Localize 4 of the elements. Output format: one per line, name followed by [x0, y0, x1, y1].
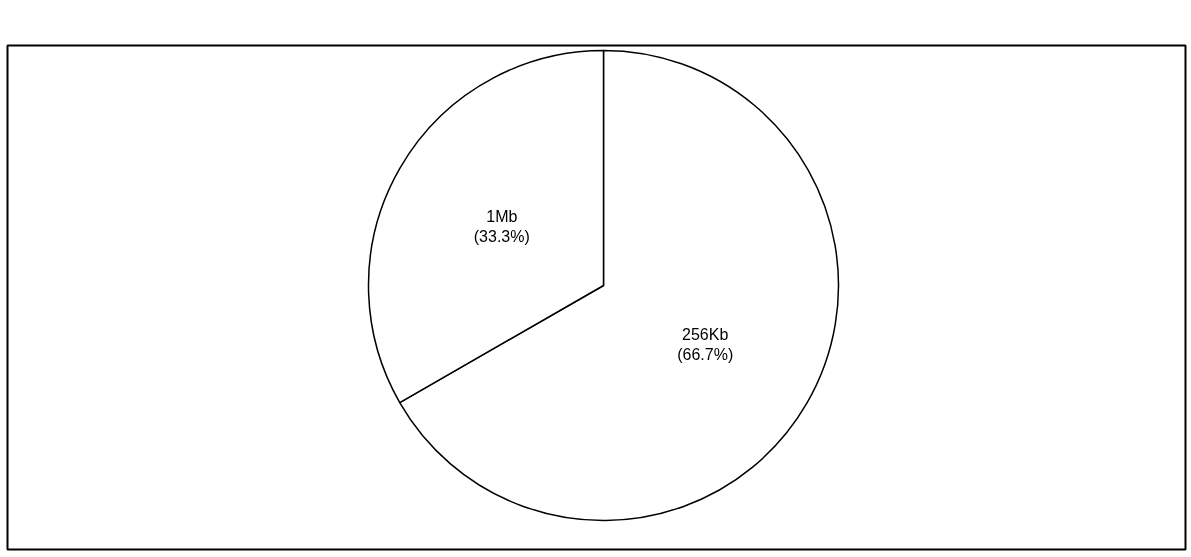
- slice-label: 256Kb: [682, 325, 729, 343]
- slice-label: 1Mb: [486, 207, 518, 225]
- data-label: (33.3%): [473, 228, 530, 246]
- data-label: (66.7%): [677, 346, 734, 364]
